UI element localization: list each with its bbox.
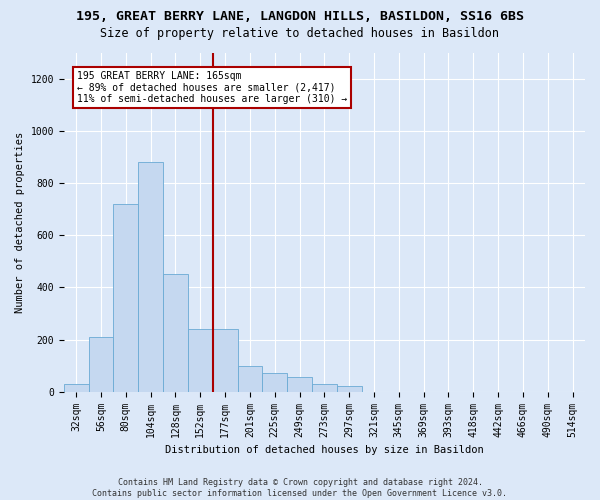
Bar xyxy=(188,329,212,392)
Text: Contains HM Land Registry data © Crown copyright and database right 2024.
Contai: Contains HM Land Registry data © Crown c… xyxy=(92,478,508,498)
Bar xyxy=(138,162,163,392)
Bar xyxy=(238,366,262,392)
Text: 195, GREAT BERRY LANE, LANGDON HILLS, BASILDON, SS16 6BS: 195, GREAT BERRY LANE, LANGDON HILLS, BA… xyxy=(76,10,524,23)
Bar xyxy=(262,374,287,392)
Bar xyxy=(287,378,312,392)
Bar xyxy=(113,204,138,392)
Bar xyxy=(64,384,89,392)
Bar xyxy=(337,386,362,392)
Bar xyxy=(89,337,113,392)
Bar xyxy=(312,384,337,392)
Text: Size of property relative to detached houses in Basildon: Size of property relative to detached ho… xyxy=(101,28,499,40)
Text: 195 GREAT BERRY LANE: 165sqm
← 89% of detached houses are smaller (2,417)
11% of: 195 GREAT BERRY LANE: 165sqm ← 89% of de… xyxy=(77,71,347,104)
Y-axis label: Number of detached properties: Number of detached properties xyxy=(15,132,25,312)
Bar xyxy=(212,329,238,392)
X-axis label: Distribution of detached houses by size in Basildon: Distribution of detached houses by size … xyxy=(165,445,484,455)
Bar xyxy=(163,274,188,392)
